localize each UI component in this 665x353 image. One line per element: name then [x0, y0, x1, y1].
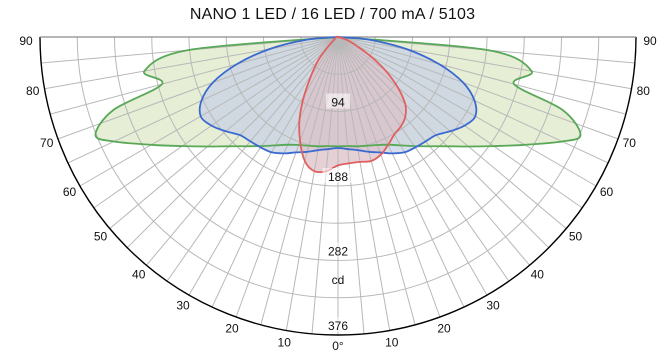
series-lines	[94, 35, 582, 174]
series-line-1	[198, 36, 478, 155]
grid-ring	[188, 36, 488, 187]
angle-label-right: 40	[531, 268, 545, 282]
unit-label: cd	[332, 273, 345, 287]
grid-ring	[263, 36, 413, 112]
angle-label-right: 20	[437, 321, 451, 335]
chart-title: NANO 1 LED / 16 LED / 700 mA / 5103	[189, 6, 476, 23]
series-line-0	[94, 36, 582, 148]
radial-tick-label: 376	[328, 319, 348, 333]
radial-tick-label: 188	[328, 170, 348, 184]
series-line-2	[298, 35, 407, 174]
angle-label-left: 60	[63, 185, 77, 199]
grid-ring	[39, 36, 637, 336]
angle-label-zero: 0°	[332, 339, 344, 353]
grid-ring-minor	[300, 36, 376, 75]
angle-label-left: 50	[94, 229, 108, 243]
radial-tick-label: 282	[328, 245, 348, 259]
angle-label-left: 40	[132, 268, 146, 282]
angle-label-right: 70	[623, 136, 637, 150]
grid-ring-minor	[151, 36, 525, 224]
angle-label-right: 30	[486, 299, 500, 313]
angle-label-left: 70	[40, 136, 54, 150]
angle-label-left: 10	[278, 335, 292, 349]
labels: 94 188 282 376 cd 90 90 80 80 70 70 60 60 50 50 40 40 30 3…	[19, 34, 657, 353]
angle-label-right: 50	[569, 229, 583, 243]
grid	[39, 36, 637, 336]
angle-label-left: 30	[176, 299, 190, 313]
angle-label-right: 90	[643, 34, 657, 48]
angle-label-left: 90	[19, 34, 33, 48]
angle-label-right: 10	[385, 335, 399, 349]
grid-ring-minor	[76, 36, 600, 299]
angle-label-left: 80	[26, 84, 40, 98]
angle-label-right: 80	[637, 84, 651, 98]
angle-label-left: 20	[225, 321, 239, 335]
radial-tick-label: 94	[331, 96, 345, 110]
grid-ring	[114, 36, 562, 261]
angle-label-right: 60	[600, 185, 614, 199]
